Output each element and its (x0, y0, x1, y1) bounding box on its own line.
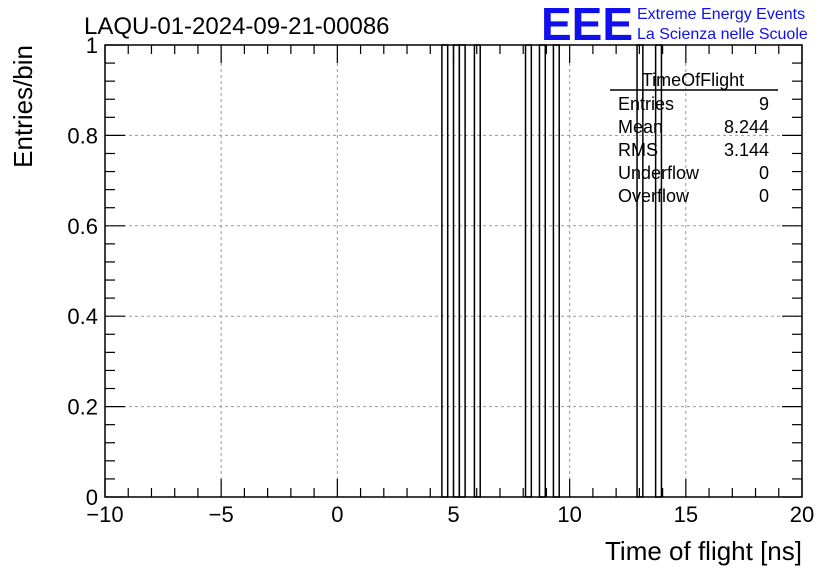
x-tick-label: 0 (331, 502, 343, 527)
x-tick-label: −5 (209, 502, 234, 527)
y-tick-label: 0 (86, 485, 98, 510)
y-tick-label: 0.6 (67, 214, 98, 239)
histogram-bin (452, 44, 461, 498)
stats-row-value: 8.244 (724, 117, 769, 137)
y-tick-label: 0.4 (67, 304, 98, 329)
stats-row-value: 0 (759, 163, 769, 183)
x-tick-label: −10 (86, 502, 123, 527)
logo-line-2: La Scienza nelle Scuole (637, 26, 808, 43)
y-tick-label: 0.2 (67, 395, 98, 420)
histogram-bin (524, 44, 533, 498)
stats-row-value: 9 (759, 94, 769, 114)
histogram-bin (441, 44, 449, 498)
stats-row-value: 0 (759, 186, 769, 206)
stats-row-label: RMS (618, 140, 658, 160)
tick-labels-layer: −10 −5 0 5 10 15 20 0 0.2 0.4 0.6 0.8 1 (67, 33, 814, 527)
x-tick-label: 10 (557, 502, 581, 527)
x-axis-label: Time of flight [ns] (605, 536, 802, 566)
ticks-layer (104, 44, 803, 498)
y-tick-label: 0.8 (67, 123, 98, 148)
stats-title: TimeOfFlight (642, 70, 744, 90)
x-tick-label: 20 (790, 502, 814, 527)
stats-row-label: Entries (618, 94, 674, 114)
plot-frame (104, 44, 803, 498)
y-axis-label: Entries/bin (8, 45, 38, 168)
histogram-bin (538, 44, 547, 498)
histogram-bin (473, 44, 481, 498)
stats-row-label: Overflow (618, 186, 690, 206)
run-title: LAQU-01-2024-09-21-00086 (84, 13, 390, 40)
stats-row-label: Underflow (618, 163, 700, 183)
x-tick-label: 15 (674, 502, 698, 527)
histogram-bin (458, 44, 466, 498)
histogram-bin (552, 44, 560, 498)
stats-row-value: 3.144 (724, 140, 769, 160)
y-tick-label: 1 (86, 33, 98, 58)
x-tick-label: 5 (447, 502, 459, 527)
logo-line-1: Extreme Energy Events (637, 6, 805, 23)
eee-logo: EEE (541, 0, 633, 50)
stats-box: TimeOfFlight Entries 9 Mean 8.244 RMS 3.144 Un… (610, 70, 778, 206)
stats-row-label: Mean (618, 117, 663, 137)
